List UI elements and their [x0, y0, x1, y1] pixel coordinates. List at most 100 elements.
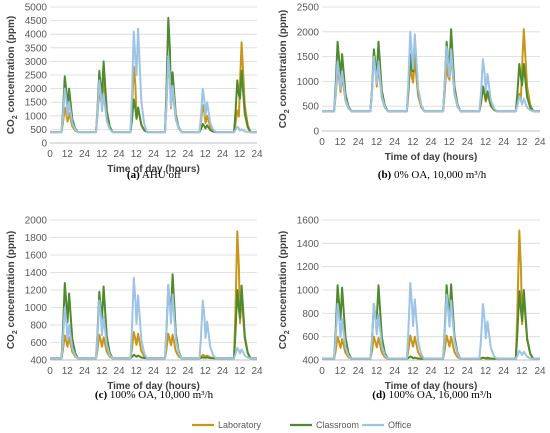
y-tick-label: 1000 [25, 111, 48, 122]
x-tick-label: 24 [353, 137, 365, 148]
x-tick-label: 12 [96, 149, 108, 160]
x-tick-label: 24 [148, 149, 160, 160]
x-tick-label: 24 [217, 149, 229, 160]
panels: 0500100015002000250030003500400045005000… [6, 3, 546, 402]
legend-label: Classroom [316, 420, 359, 430]
y-tick-label: 2500 [297, 3, 320, 14]
x-tick-label: 24 [462, 366, 474, 377]
panel: 400 600 800 1000 1200 1400 1600 0 12 24 12 24 12 24 12… [278, 216, 546, 402]
x-tick-label: 24 [389, 137, 401, 148]
x-tick-label: 24 [217, 366, 229, 377]
legend-item: Classroom [290, 420, 359, 430]
x-axis-title: Time of day (hours) [385, 152, 478, 163]
y-tick-label: 400 [302, 356, 319, 367]
y-tick-label: 2000 [25, 216, 48, 227]
y-tick-label: 1400 [25, 268, 48, 279]
series-line-classroom [322, 28, 540, 113]
y-tick-label: 1500 [25, 98, 48, 109]
y-tick-label: 1500 [297, 52, 320, 63]
x-tick-label: 12 [335, 366, 347, 377]
x-axis-title: Time of day (hours) [107, 381, 200, 392]
y-tick-label: 1000 [297, 77, 320, 88]
x-tick-label: 24 [113, 366, 125, 377]
y-tick-label: 2000 [297, 27, 320, 38]
panel-caption: (b) 0% OA, 10,000 m³/h [378, 169, 487, 181]
y-tick-label: 3000 [25, 57, 48, 68]
y-axis-title: CO2 concentration (ppm) [6, 231, 19, 349]
x-tick-label: 24 [498, 137, 510, 148]
y-tick-label: 500 [30, 125, 47, 136]
panel-caption: (d) 100% OA, 16,000 m³/h [372, 389, 492, 401]
y-tick-label: 1800 [25, 233, 48, 244]
y-tick-label: 1400 [297, 239, 320, 250]
x-tick-label: 12 [62, 149, 74, 160]
y-tick-label: 1200 [297, 262, 320, 273]
x-tick-label: 12 [480, 137, 492, 148]
y-tick-label: 2000 [25, 84, 48, 95]
x-tick-label: 24 [79, 149, 91, 160]
x-tick-label: 12 [234, 366, 246, 377]
series-line-classroom [50, 273, 257, 360]
y-axis-title: CO2 concentration (ppm) [278, 10, 291, 128]
y-tick-label: 4500 [25, 16, 48, 27]
legend: Laboratory Classroom Office [192, 420, 411, 430]
x-tick-label: 24 [462, 137, 474, 148]
y-tick-label: 800 [302, 309, 319, 320]
y-tick-label: 5000 [25, 3, 48, 14]
x-tick-label: 24 [389, 366, 401, 377]
y-tick-label: 1600 [297, 216, 320, 227]
series-line-laboratory [322, 28, 540, 113]
series-line-laboratory [50, 41, 257, 134]
x-tick-label: 12 [62, 366, 74, 377]
series-line-office [322, 282, 540, 360]
y-tick-label: 4000 [25, 30, 48, 41]
x-tick-label: 12 [234, 149, 246, 160]
x-tick-label: 12 [371, 366, 383, 377]
legend-label: Office [388, 420, 411, 430]
x-tick-label: 12 [407, 137, 419, 148]
series-line-office [322, 30, 540, 113]
y-tick-label: 0 [41, 139, 47, 150]
x-tick-label: 0 [47, 149, 53, 160]
y-tick-label: 1000 [25, 303, 48, 314]
x-tick-label: 12 [200, 366, 212, 377]
x-tick-label: 24 [251, 149, 263, 160]
x-tick-label: 12 [444, 366, 456, 377]
y-axis-title: CO2 concentration (ppm) [6, 16, 19, 134]
x-tick-label: 24 [113, 149, 125, 160]
x-tick-label: 24 [182, 149, 194, 160]
series-line-office [50, 27, 257, 134]
legend-item: Laboratory [192, 420, 262, 430]
x-tick-label: 12 [200, 149, 212, 160]
y-tick-label: 1600 [25, 251, 48, 262]
y-tick-label: 0 [313, 127, 319, 138]
x-tick-label: 12 [371, 137, 383, 148]
y-tick-label: 3500 [25, 43, 48, 54]
x-tick-label: 24 [79, 366, 91, 377]
x-tick-label: 24 [425, 366, 437, 377]
x-tick-label: 24 [182, 366, 194, 377]
x-tick-label: 24 [148, 366, 160, 377]
x-tick-label: 12 [480, 366, 492, 377]
x-tick-label: 0 [47, 366, 53, 377]
series-line-laboratory [322, 229, 540, 360]
panel-caption: (a) AHU off [127, 169, 182, 181]
x-tick-label: 12 [131, 366, 143, 377]
legend-label: Laboratory [218, 420, 262, 430]
panel-caption: (c) 100% OA, 10,000 m³/h [95, 389, 214, 401]
x-tick-label: 12 [444, 137, 456, 148]
x-tick-label: 24 [498, 366, 510, 377]
y-tick-label: 600 [302, 332, 319, 343]
y-tick-label: 600 [30, 338, 47, 349]
panel: 0 500 1000 1500 2000 2500 0 12 24 12 24 12 24 12 24 12 2… [278, 3, 546, 182]
x-tick-label: 12 [131, 149, 143, 160]
x-tick-label: 12 [516, 137, 528, 148]
x-tick-label: 0 [319, 137, 325, 148]
y-tick-label: 1000 [297, 286, 320, 297]
series-line-office [50, 276, 257, 360]
x-tick-label: 0 [319, 366, 325, 377]
y-tick-label: 2500 [25, 71, 48, 82]
x-tick-label: 24 [534, 137, 546, 148]
panel: 400 600 800 1000 1200 1400 1600 1800 2000 0 12 24 12… [6, 216, 263, 402]
x-tick-label: 12 [96, 366, 108, 377]
